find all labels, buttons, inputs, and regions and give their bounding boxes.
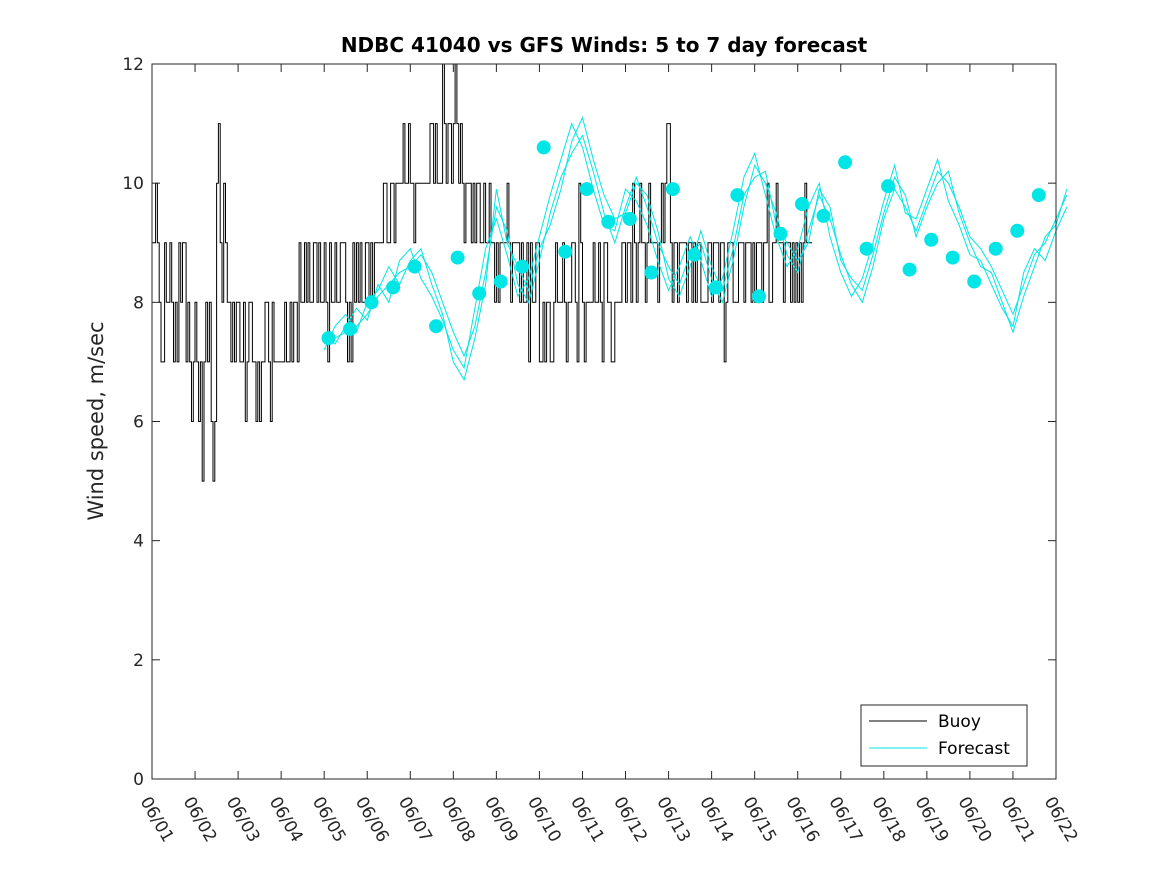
y-tick-label-10: 10 (122, 174, 144, 194)
y-tick-label-8: 8 (133, 293, 144, 313)
forecast-marker-3 (364, 295, 379, 310)
y-tick-label-4: 4 (133, 532, 144, 552)
forecast-marker-23 (795, 197, 809, 211)
buoy-series-line (152, 63, 813, 482)
y-tick-label-2: 2 (133, 651, 144, 671)
forecast-marker-31 (967, 274, 982, 289)
legend-buoy-label: Buoy (938, 712, 981, 732)
forecast-marker-16 (644, 265, 659, 280)
chart-title: NDBC 41040 vs GFS Winds: 5 to 7 day fore… (341, 33, 868, 57)
forecast-marker-26 (859, 241, 874, 256)
forecast-marker-9 (493, 274, 508, 289)
forecast-marker-33 (1010, 223, 1025, 238)
forecast-marker-15 (622, 211, 637, 226)
forecast-marker-8 (472, 286, 487, 301)
forecast-marker-27 (881, 179, 896, 194)
y-axis-label: Wind speed, m/sec (84, 321, 108, 520)
forecast-marker-34 (1031, 188, 1046, 203)
forecast-marker-22 (773, 226, 788, 241)
forecast-marker-4 (386, 280, 401, 295)
forecast-marker-13 (579, 182, 594, 197)
series-layer (152, 63, 1068, 482)
forecast-marker-17 (665, 182, 680, 197)
legend-forecast-label: Forecast (938, 739, 1010, 759)
y-tick-label-0: 0 (133, 770, 144, 790)
forecast-marker-2 (343, 322, 357, 337)
forecast-marker-25 (838, 155, 853, 170)
forecast-marker-5 (407, 259, 422, 274)
forecast-marker-21 (752, 289, 766, 304)
forecast-marker-6 (429, 319, 444, 334)
y-tick-label-12: 12 (122, 55, 144, 75)
forecast-marker-29 (924, 232, 939, 247)
forecast-marker-1 (321, 331, 336, 346)
plot-area (152, 64, 1056, 779)
forecast-marker-18 (687, 247, 702, 262)
forecast-marker-11 (536, 140, 551, 155)
forecast-marker-24 (816, 208, 831, 223)
forecast-marker-28 (902, 262, 917, 277)
forecast-marker-10 (515, 259, 530, 274)
forecast-marker-7 (450, 250, 465, 265)
forecast-marker-19 (708, 280, 723, 295)
forecast-marker-30 (945, 250, 960, 265)
forecast-marker-12 (558, 244, 573, 259)
forecast-marker-14 (601, 214, 616, 229)
y-tick-label-6: 6 (133, 413, 144, 433)
forecast-marker-20 (730, 188, 745, 203)
legend: Buoy Forecast (860, 704, 1028, 767)
forecast-marker-32 (988, 241, 1003, 256)
legend-box (860, 704, 1028, 767)
